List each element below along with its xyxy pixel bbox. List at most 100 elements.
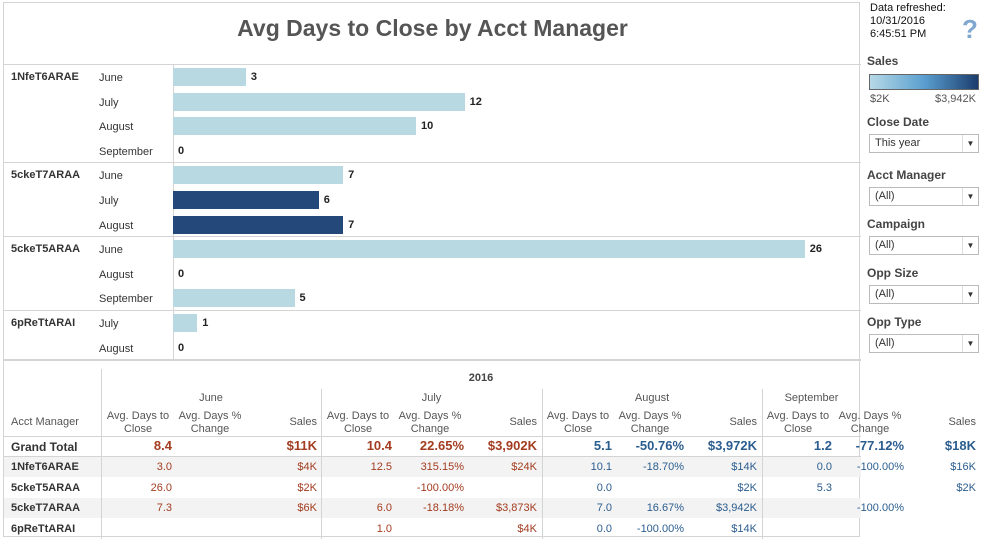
column-header: Avg. Days % Change	[398, 410, 462, 435]
table-cell: $24K	[511, 461, 537, 473]
manager-label: 1NfeT6ARAE	[11, 71, 79, 83]
grand-total-cell: 8.4	[153, 438, 172, 453]
bar-group	[4, 311, 861, 361]
chevron-down-icon[interactable]: ▼	[962, 237, 978, 254]
grand-total-cell: -77.12%	[855, 438, 904, 453]
table-cell: 0.0	[816, 461, 832, 473]
table-cell: 10.1	[590, 461, 612, 473]
sales-legend-min: $2K	[870, 93, 890, 105]
manager-label: 6pReTtARAI	[11, 317, 76, 329]
bar-mark[interactable]	[173, 215, 344, 234]
row-header-label: Acct Manager	[11, 416, 79, 428]
month-label: September	[99, 293, 153, 306]
table-cell: 5.3	[816, 481, 832, 494]
bar-value-label: 6	[323, 194, 330, 206]
month-header: July	[421, 392, 442, 404]
bar-mark[interactable]	[173, 314, 198, 332]
table-cell: 12.5	[370, 461, 392, 473]
bar-group	[4, 237, 861, 311]
filter-label: Opp Size	[867, 266, 919, 280]
refresh-info: Data refreshed: 10/31/2016 6:45:51 PM	[870, 2, 946, 41]
grand-total-cell: $3,902K	[487, 438, 537, 453]
bar-mark[interactable]	[173, 117, 416, 136]
filter-dropdown[interactable]: (All) ▼	[869, 236, 979, 255]
table-cell: 7.0	[596, 502, 612, 514]
filter-dropdown[interactable]: (All) ▼	[869, 334, 979, 353]
column-header: Sales	[509, 416, 537, 428]
help-icon[interactable]: ?	[962, 14, 978, 44]
grand-total-label: Grand Total	[11, 440, 78, 454]
filter-dropdown[interactable]: (All) ▼	[869, 187, 979, 206]
bar-group	[4, 65, 861, 164]
refresh-date: 10/31/2016	[870, 15, 926, 27]
bar-mark[interactable]	[173, 240, 805, 259]
chevron-down-icon[interactable]: ▼	[962, 286, 978, 303]
bar-mark[interactable]	[173, 166, 344, 185]
filter-dropdown-value: (All)	[875, 288, 895, 300]
table-cell: -100.00%	[856, 461, 904, 473]
chevron-down-icon[interactable]: ▼	[962, 188, 978, 205]
month-label: August	[99, 342, 134, 355]
table-cell: -100.00%	[636, 522, 684, 535]
grand-total-cell: 22.65%	[419, 438, 464, 453]
month-label: June	[99, 72, 123, 84]
table-cell: 7.3	[156, 502, 172, 514]
row-stripe	[4, 498, 861, 518]
bar-value-label: 10	[421, 120, 434, 133]
bar-value-label: 7	[348, 169, 355, 182]
year-header: 2016	[468, 372, 494, 384]
table-divider	[762, 457, 763, 539]
column-header: Sales	[289, 416, 317, 428]
table-divider	[101, 369, 102, 539]
column-header: Avg. Days to Close	[326, 410, 390, 435]
grand-total-cell: -50.76%	[635, 438, 684, 453]
summary-table: 2016 June July August September Acct Manager A…	[4, 360, 976, 539]
bar-mark[interactable]	[173, 92, 465, 111]
table-cell: 3.0	[156, 461, 172, 473]
grand-total-cell: $11K	[286, 438, 317, 453]
bar-mark[interactable]	[173, 191, 319, 209]
bar-mark[interactable]	[173, 289, 295, 308]
month-label: August	[99, 219, 134, 232]
chevron-down-icon[interactable]: ▼	[962, 335, 978, 352]
table-row-name: 6pReTtARAI	[11, 522, 76, 535]
filter-dropdown[interactable]: This year ▼	[869, 134, 979, 153]
table-cell: $14K	[731, 461, 757, 473]
table-cell: $2K	[956, 481, 976, 494]
filter-dropdown-value: (All)	[875, 337, 895, 349]
month-label: August	[99, 121, 134, 134]
sales-color-legend	[869, 74, 979, 90]
bar-value-label: 26	[809, 243, 823, 256]
month-header: September	[784, 392, 839, 404]
bar-value-label: 5	[299, 292, 306, 305]
table-cell: $3,942K	[716, 502, 757, 514]
filter-dropdown-value: This year	[875, 137, 921, 149]
table-cell: -100.00%	[856, 502, 904, 514]
table-cell: $6K	[297, 502, 317, 514]
filter-dropdown-value: (All)	[875, 190, 895, 202]
table-divider	[321, 457, 322, 539]
filter-label: Close Date	[867, 115, 930, 129]
refresh-time: 6:45:51 PM	[870, 28, 927, 40]
filter-label: Opp Type	[867, 315, 922, 329]
column-header: Avg. Days % Change	[178, 410, 242, 435]
filter-dropdown-value: (All)	[875, 239, 895, 251]
month-label: June	[99, 170, 123, 183]
dashboard-frame: Avg Days to Close by Acct Manager 1NfeT6…	[3, 2, 976, 539]
month-label: August	[99, 268, 134, 281]
bar-group	[4, 163, 861, 238]
month-label: July	[99, 96, 119, 109]
table-cell: 1.0	[376, 522, 392, 535]
column-header: Avg. Days % Change	[838, 410, 902, 435]
bar-mark[interactable]	[173, 68, 246, 86]
bar-value-label: 7	[348, 218, 355, 231]
chevron-down-icon[interactable]: ▼	[962, 135, 978, 152]
bar-value-label: 0	[178, 144, 185, 157]
column-header: Avg. Days % Change	[618, 410, 682, 435]
table-cell: $16K	[950, 461, 976, 473]
filter-dropdown[interactable]: (All) ▼	[869, 285, 979, 304]
chart-axis-line	[173, 65, 174, 361]
bar-value-label: 1	[202, 317, 209, 329]
table-cell: $3,873K	[496, 502, 537, 514]
table-cell: 315.15%	[420, 461, 464, 473]
